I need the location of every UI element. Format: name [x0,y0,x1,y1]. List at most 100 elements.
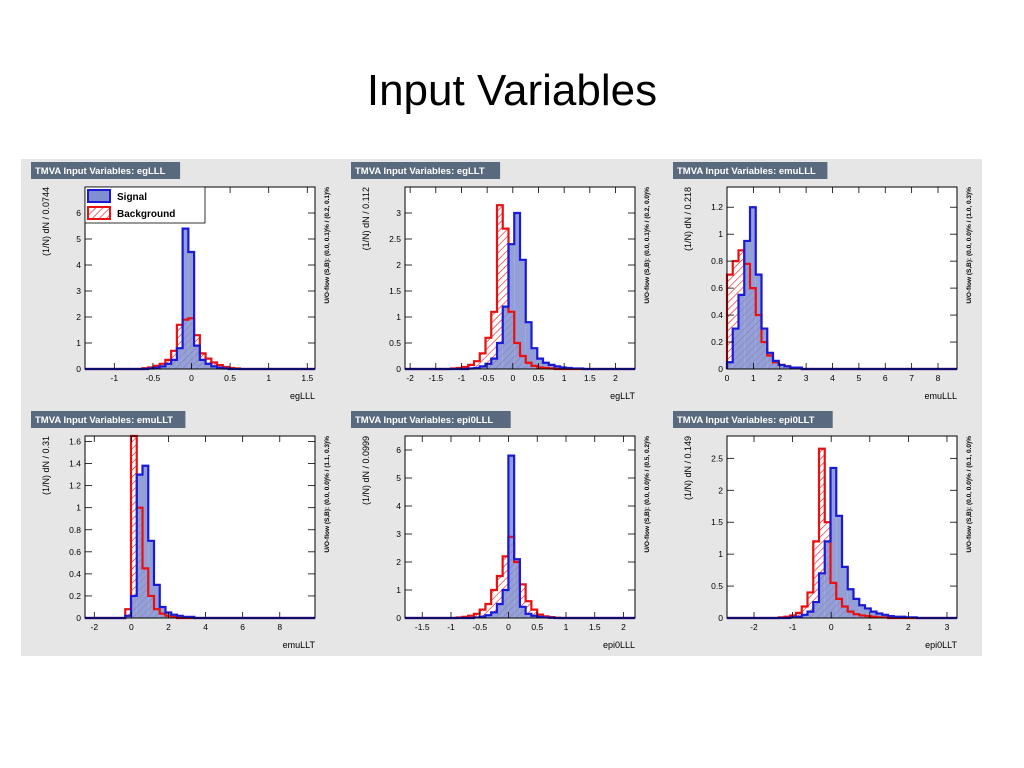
y-axis-label: (1/N) dN / 0.149 [683,436,693,500]
signal-bar [537,358,543,369]
panel-header [31,411,186,428]
x-tick-label: -0.5 [472,622,487,632]
signal-bar [876,613,883,618]
x-tick-label: 1 [562,373,567,383]
y-tick-label: 0 [396,364,401,374]
background-bar [531,609,538,618]
x-axis-label: emuLLL [924,391,957,401]
x-tick-label: 1.5 [584,373,596,383]
overflow-label: U/O-flow (S,B): (0.0, 0.1)% / (0.2, 0.0)… [644,187,651,304]
panel-title: TMVA Input Variables: emuLLL [677,166,816,177]
background-bar [801,606,808,618]
background-bar [491,590,497,618]
y-tick-label: 2 [718,485,723,495]
y-tick-label: 1.2 [69,481,81,491]
signal-bar [485,363,492,369]
x-tick-label: 6 [240,622,245,632]
background-bar [807,592,814,618]
y-tick-label: 0.4 [711,310,723,320]
y-tick-label: 1.4 [69,459,81,469]
y-tick-label: 4 [76,260,81,270]
background-bar [485,604,492,618]
x-tick-label: 4 [203,622,208,632]
legend-signal-swatch [87,189,111,203]
signal-bar [548,364,555,369]
x-tick-label: 0 [725,373,730,383]
histogram-panel: TMVA Input Variables: epi0LLL -1.5 -1 -0.5 0… [351,411,651,650]
background-bar [474,361,480,369]
background-bar [496,576,503,618]
signal-bar [824,541,831,618]
y-tick-label: 1 [76,503,81,513]
panel-title: TMVA Input Variables: egLLT [355,166,485,177]
y-tick-label: 0.8 [711,256,723,266]
signal-bar [131,595,137,618]
y-axis-label: (1/N) dN / 0.0744 [41,187,51,256]
background-bar [473,613,480,618]
signal-bar [732,328,739,369]
y-tick-label: 1 [718,549,723,559]
signal-bar [519,606,526,618]
x-tick-label: -1 [111,373,119,383]
signal-bar [755,274,762,369]
background-bar [525,601,532,618]
signal-bar [807,611,814,618]
signal-bar [761,328,768,369]
overflow-label: U/O-flow (S,B): (0.0, 0.0)% / (0.5, 0.2)… [644,436,651,553]
x-tick-label: 1 [751,373,756,383]
signal-bar [125,615,131,618]
signal-bar [159,366,166,369]
signal-bar [194,345,200,369]
signal-bar [727,362,733,369]
background-bar [479,609,486,618]
panel-header [351,411,511,428]
signal-bar [485,615,492,618]
signal-bar [801,614,808,618]
signal-bar [199,359,206,369]
x-tick-label: 0 [510,373,515,383]
y-tick-label: 0.6 [711,283,723,293]
background-bar [502,556,509,618]
background-bar [176,324,183,369]
slide-title: Input Variables [366,66,658,115]
signal-bar [830,467,837,618]
y-tick-label: 2 [396,557,401,567]
signal-bar [813,602,819,618]
signal-bar [171,359,177,369]
x-tick-label: 5 [857,373,862,383]
plot-border [404,186,636,370]
signal-bar [842,566,848,618]
y-tick-label: 0.8 [69,525,81,535]
y-tick-label: 0.2 [69,591,81,601]
background-bar [497,205,503,369]
signal-bar [142,465,149,618]
plot-border [726,435,958,619]
overflow-label: U/O-flow (S,B): (0.0, 0.0)% / (1.0, 0.3)… [966,187,973,304]
signal-bar [148,540,154,618]
y-tick-label: 1.2 [711,202,723,212]
x-tick-label: 2 [777,373,782,383]
signal-bar [554,366,561,369]
x-tick-label: 2 [613,373,618,383]
x-tick-label: 0.5 [224,373,236,383]
legend: Signal Background [84,186,206,224]
x-tick-label: -0.5 [146,373,161,383]
x-tick-label: 0 [129,622,134,632]
signal-bar [525,322,532,369]
y-axis-label: (1/N) dN / 0.218 [683,187,693,251]
signal-bar [159,606,166,618]
x-tick-label: 2 [906,622,911,632]
y-tick-label: 1 [718,229,723,239]
legend-signal-label: Signal [117,192,147,203]
y-tick-label: 3 [396,208,401,218]
x-tick-label: -1.5 [415,622,430,632]
x-tick-label: -1.5 [428,373,443,383]
y-tick-label: 2 [396,260,401,270]
signal-bar [859,605,865,618]
signal-bar [508,244,515,369]
y-tick-label: 0.4 [69,569,81,579]
overflow-label: U/O-flow (S,B): (0.0, 0.0)% / (0.1, 0.0)… [966,436,973,553]
signal-bar [773,360,779,369]
y-tick-label: 6 [76,208,81,218]
y-tick-label: 3 [76,286,81,296]
